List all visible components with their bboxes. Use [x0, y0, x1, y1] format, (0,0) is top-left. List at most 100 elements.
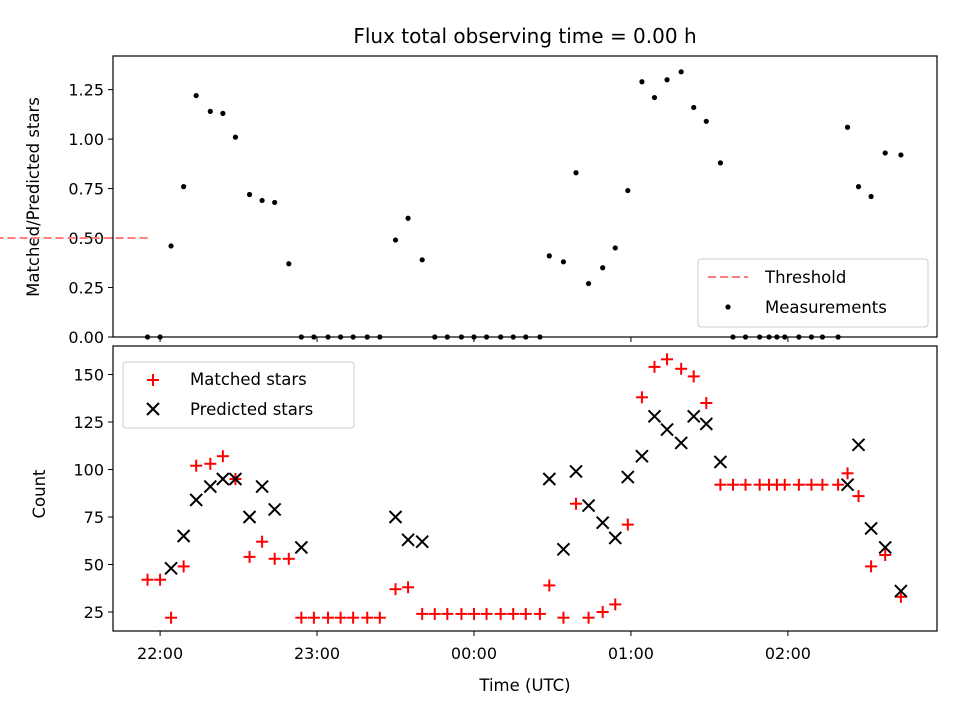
measurement-point	[717, 160, 724, 166]
measurement-point	[419, 257, 425, 263]
x-tick-label: 02:00	[765, 644, 811, 663]
matched-star-marker	[543, 579, 556, 592]
matched-star-marker	[687, 370, 700, 383]
matched-star-marker	[792, 478, 805, 491]
matched-star-marker	[428, 607, 441, 620]
measurement-point	[546, 253, 552, 259]
matched-star-marker	[533, 607, 546, 620]
bottom-y-tick-label: 125	[73, 413, 104, 432]
matched-star-marker	[204, 457, 217, 470]
bottom-legend-box	[122, 361, 355, 429]
matched-star-marker	[467, 607, 480, 620]
predicted-star-marker	[415, 534, 429, 549]
predicted-star-marker	[294, 540, 309, 555]
count-panel: Count Time (UTC) 25 50 75 100 125 150 22:00 23…	[30, 345, 938, 695]
measurement-point	[612, 245, 618, 251]
top-legend-box	[697, 258, 929, 328]
top-y-tick-label: 1.25	[68, 81, 104, 100]
matched-star-marker	[816, 478, 829, 491]
top-y-tick-label: 0.00	[68, 328, 104, 347]
bottom-y-tick-label: 100	[73, 461, 104, 480]
matched-star-marker	[894, 590, 907, 603]
matched-star-marker	[609, 598, 622, 611]
measurement-point	[678, 69, 684, 75]
matched-star-marker	[334, 611, 347, 624]
predicted-star-marker	[401, 533, 415, 547]
predicted-star-marker	[267, 502, 282, 517]
measurement-point	[181, 184, 187, 190]
measurement-point	[193, 92, 199, 99]
legend-predicted-label: Predicted stars	[190, 400, 313, 419]
x-tick-label: 22:00	[137, 644, 183, 663]
bottom-x-ticks: 22:00 23:00 00:00 01:00 02:00	[137, 631, 811, 663]
predicted-star-marker	[647, 409, 662, 424]
matched-star-marker	[322, 611, 335, 624]
measurement-point	[405, 215, 411, 221]
predicted-star-marker	[388, 510, 403, 524]
predicted-star-marker	[556, 542, 571, 557]
measurement-point	[585, 280, 592, 287]
legend-matched-swatch	[147, 374, 159, 386]
matched-star-marker	[282, 552, 295, 565]
top-y-axis-label: Matched/Predicted stars	[24, 97, 43, 297]
matched-star-marker	[519, 607, 532, 620]
legend-measurements-label: Measurements	[765, 298, 887, 317]
bottom-legend: Matched stars Predicted stars	[122, 361, 355, 429]
predicted-star-marker	[660, 422, 674, 437]
measurement-point	[898, 152, 904, 158]
legend-measurements-swatch	[725, 304, 731, 310]
measurement-point	[639, 79, 645, 85]
matched-star-marker	[190, 459, 203, 472]
measurement-point	[703, 118, 709, 124]
matched-star-marker	[141, 573, 154, 586]
measurement-point	[844, 124, 851, 130]
measurement-point	[625, 187, 631, 194]
bottom-y-tick-label: 75	[84, 508, 104, 527]
predicted-star-marker	[840, 477, 855, 492]
x-axis-label: Time (UTC)	[478, 676, 570, 695]
predicted-star-marker	[699, 417, 713, 431]
matched-star-marker	[661, 353, 674, 366]
matched-star-marker	[494, 607, 507, 620]
matched-star-marker	[441, 607, 454, 620]
top-y-tick-label: 1.00	[68, 130, 104, 149]
matched-star-marker	[243, 550, 256, 563]
matched-star-marker	[295, 611, 308, 624]
top-axes-frame	[112, 55, 938, 338]
matched-star-marker	[307, 611, 320, 624]
measurement-point	[220, 110, 226, 116]
count-series	[141, 353, 908, 624]
matched-star-marker	[582, 611, 595, 624]
measurement-point	[868, 193, 874, 200]
matched-star-marker	[635, 391, 648, 404]
predicted-star-marker	[581, 498, 596, 513]
matched-star-marker	[389, 583, 402, 596]
predicted-star-marker	[864, 521, 878, 536]
legend-threshold-label: Threshold	[764, 268, 846, 287]
measurement-point	[392, 237, 399, 243]
predicted-star-marker	[635, 449, 649, 463]
x-tick-label: 23:00	[294, 644, 340, 663]
predicted-star-marker	[216, 472, 230, 486]
matched-star-marker	[714, 478, 727, 491]
top-legend: Threshold Measurements	[697, 258, 929, 328]
matched-star-marker	[739, 478, 752, 491]
matched-star-marker	[805, 478, 818, 491]
legend-predicted-swatch	[146, 402, 160, 416]
bottom-y-ticks: 25 50 75 100 125 150	[73, 366, 113, 622]
predicted-star-marker	[621, 470, 635, 484]
matched-star-marker	[879, 549, 892, 561]
matched-star-marker	[675, 362, 688, 375]
measurement-point	[560, 259, 567, 265]
matched-star-marker	[256, 535, 269, 548]
measurement-point	[664, 77, 670, 83]
matched-star-marker	[570, 497, 583, 510]
matched-star-marker	[507, 607, 520, 620]
matched-star-marker	[596, 606, 609, 618]
matched-star-marker	[700, 397, 713, 409]
matched-star-marker	[865, 560, 878, 573]
matched-star-marker	[778, 478, 791, 491]
bottom-y-axis-label: Count	[30, 469, 49, 519]
